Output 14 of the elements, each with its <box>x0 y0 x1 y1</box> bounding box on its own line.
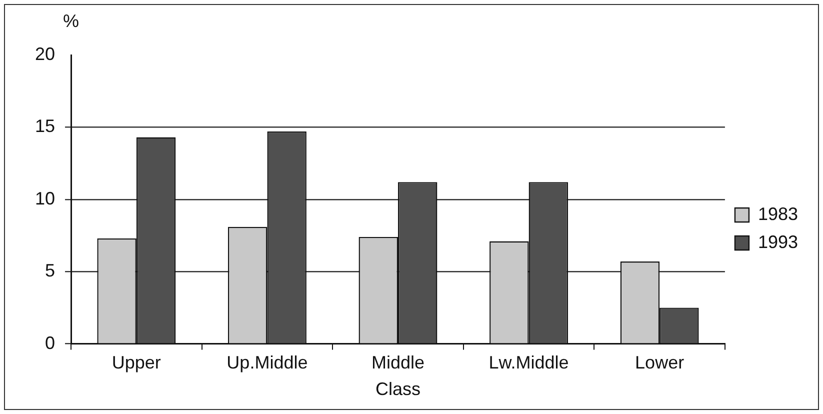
legend-label: 1993 <box>758 232 798 252</box>
y-tick-label: 15 <box>34 116 56 136</box>
x-tick-label: Lower <box>635 352 684 373</box>
y-tick-label: 20 <box>34 44 56 64</box>
x-tick-label: Upper <box>112 352 161 373</box>
legend-label: 1983 <box>758 204 798 224</box>
x-tick-label: Middle <box>371 352 425 373</box>
y-axis-title: % <box>63 10 80 31</box>
x-tick-label: Lw.Middle <box>488 352 569 373</box>
y-tick-label: 5 <box>45 260 56 281</box>
y-tick-label: 10 <box>34 188 56 208</box>
x-axis-title: Class <box>375 379 420 400</box>
x-tick-label: Up.Middle <box>226 352 308 373</box>
y-tick-label: 0 <box>45 332 56 353</box>
